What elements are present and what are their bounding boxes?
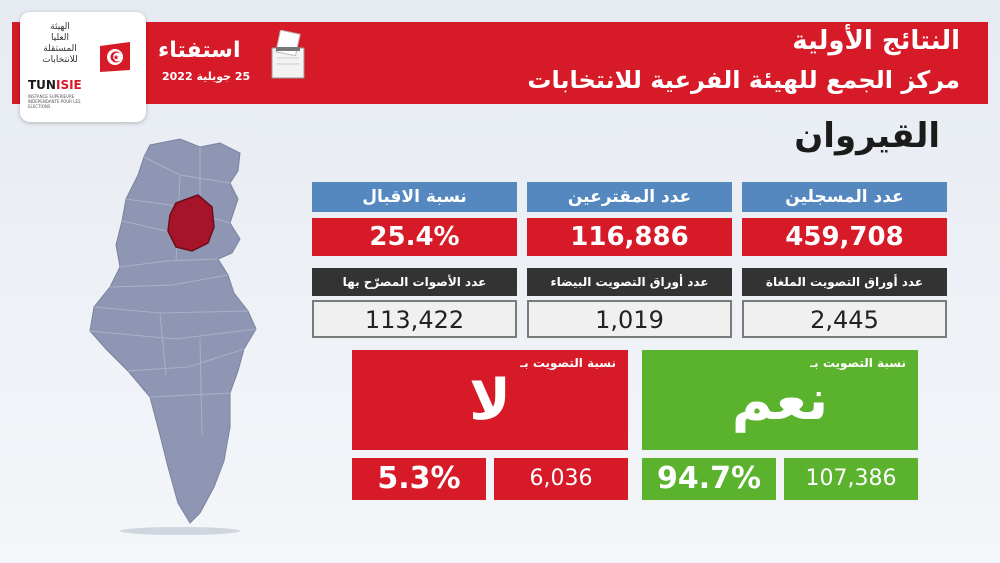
no-vote-count: 6,036 bbox=[494, 458, 628, 500]
header-bar bbox=[12, 22, 988, 104]
blank-ballots-value: 1,019 bbox=[527, 300, 732, 338]
logo-latin-text: TUNISIE bbox=[28, 78, 82, 92]
voters-value: 116,886 bbox=[527, 218, 732, 256]
voters-label: عدد المقترعين bbox=[527, 182, 732, 212]
referendum-title: استفتاء bbox=[158, 38, 241, 63]
isie-logo: الهيئة العليا المستقلة للانتخابات TUNISI… bbox=[20, 12, 146, 122]
registered-label: عدد المسجلين bbox=[742, 182, 947, 212]
tunisia-map bbox=[89, 138, 257, 535]
page-title: النتائج الأولية bbox=[792, 26, 960, 56]
page-subtitle: مركز الجمع للهيئة الفرعية للانتخابات bbox=[527, 66, 960, 94]
yes-vote-count: 107,386 bbox=[784, 458, 918, 500]
cancelled-ballots-label: عدد أوراق التصويت الملغاة bbox=[742, 268, 947, 296]
ballot-box-icon bbox=[271, 30, 305, 79]
logo-arabic-text: الهيئة العليا المستقلة للانتخابات bbox=[42, 22, 78, 65]
cancelled-ballots-value: 2,445 bbox=[742, 300, 947, 338]
turnout-label: نسبة الاقبال bbox=[312, 182, 517, 212]
blank-ballots-label: عدد أوراق التصويت البيضاء bbox=[527, 268, 732, 296]
yes-vote-word: نعم bbox=[731, 368, 829, 433]
tunisia-flag-icon bbox=[100, 42, 130, 72]
region-name: القيروان bbox=[794, 116, 940, 156]
no-vote-word: لا bbox=[469, 368, 511, 433]
logo-small-text: INSTANCE SUPERIEURE INDEPENDANTE POUR LE… bbox=[28, 94, 81, 109]
kairouan-region bbox=[167, 194, 215, 252]
registered-value: 459,708 bbox=[742, 218, 947, 256]
referendum-date: 25 جويلية 2022 bbox=[162, 70, 251, 83]
valid-votes-value: 113,422 bbox=[312, 300, 517, 338]
no-vote-percent: 5.3% bbox=[352, 458, 486, 500]
no-vote-label: نسبة التصويت بـ bbox=[520, 356, 616, 370]
yes-vote-box: نسبة التصويت بـ نعم bbox=[642, 350, 918, 450]
valid-votes-label: عدد الأصوات المصرّح بها bbox=[312, 268, 517, 296]
turnout-value: 25.4% bbox=[312, 218, 517, 256]
yes-vote-label: نسبة التصويت بـ bbox=[810, 356, 906, 370]
yes-vote-percent: 94.7% bbox=[642, 458, 776, 500]
tunisia-outline bbox=[89, 138, 257, 524]
no-vote-box: نسبة التصويت بـ لا bbox=[352, 350, 628, 450]
